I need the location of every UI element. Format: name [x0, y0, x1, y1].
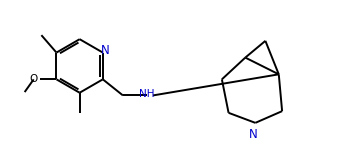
Text: NH: NH — [139, 89, 155, 99]
Text: N: N — [101, 44, 110, 57]
Text: O: O — [30, 74, 38, 84]
Text: N: N — [249, 128, 258, 141]
